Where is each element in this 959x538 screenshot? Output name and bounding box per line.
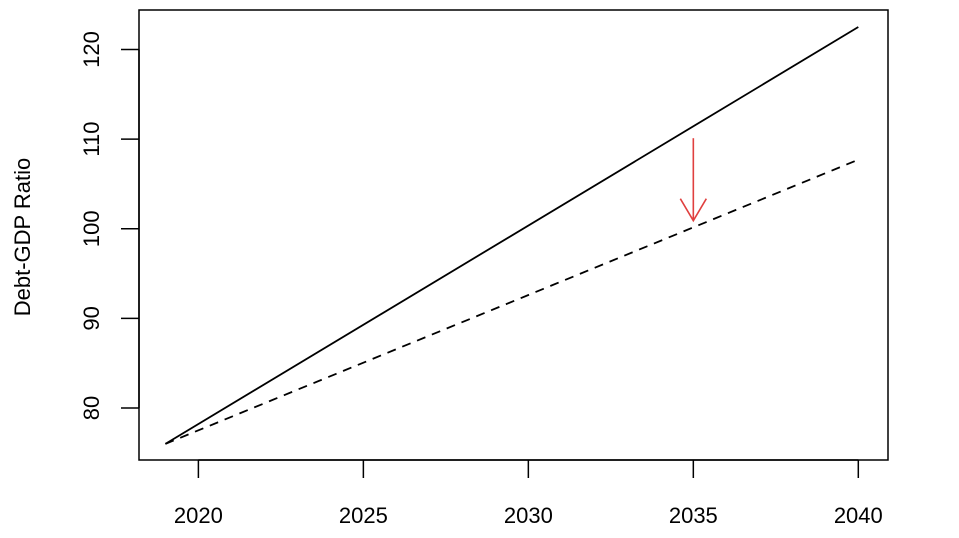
series-group	[164, 26, 859, 445]
x-tick-label: 2025	[339, 503, 388, 528]
y-axis-label: Debt-GDP Ratio	[10, 158, 35, 317]
x-tick-label: 2040	[834, 503, 883, 528]
y-tick-label: 100	[79, 210, 104, 247]
y-tick-label: 110	[79, 122, 104, 157]
x-tick-label: 2020	[174, 503, 223, 528]
solid-series-line	[164, 26, 859, 445]
annotations	[679, 138, 708, 223]
x-tick-label: 2035	[669, 503, 718, 528]
x-tick-label: 2030	[504, 503, 553, 528]
arrow-head-icon	[679, 198, 708, 223]
y-tick-label: 80	[79, 396, 104, 420]
y-axis: 80 90 100 110 120	[79, 31, 140, 420]
x-axis: 2020 2025 2030 2035 2040	[174, 459, 883, 528]
y-tick-label: 90	[79, 306, 104, 330]
dashed-series-line	[165, 158, 859, 445]
y-tick-label: 120	[79, 31, 104, 68]
